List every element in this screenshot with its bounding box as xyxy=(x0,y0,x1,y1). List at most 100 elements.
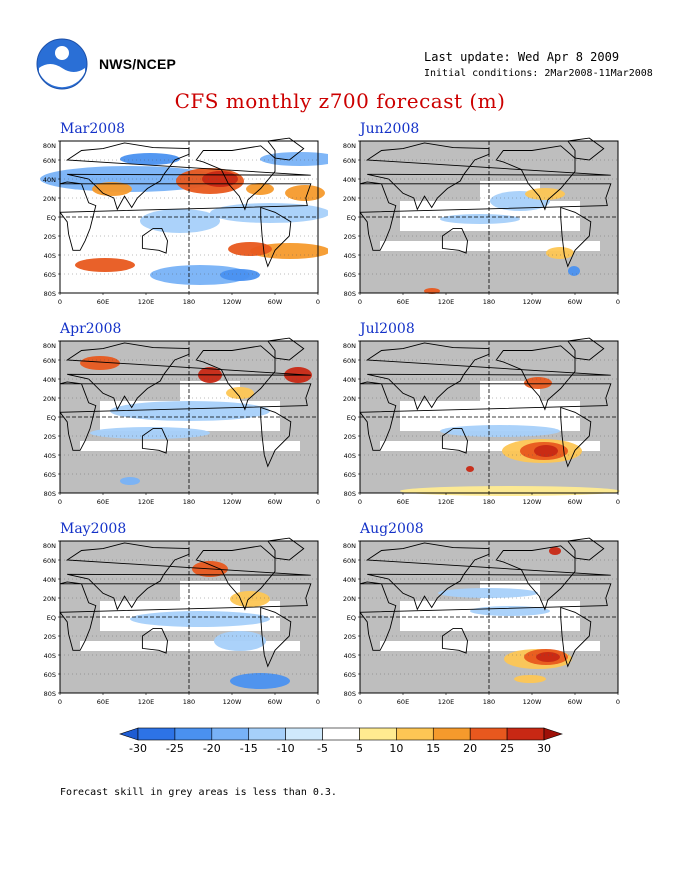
panel-title: Jul2008 xyxy=(360,321,415,337)
lat-tick-label: 40S xyxy=(44,252,56,260)
lon-tick-label: 180 xyxy=(183,698,195,706)
colorbar-label: -25 xyxy=(166,742,184,755)
lat-tick-label: 60S xyxy=(44,671,56,679)
lat-tick-label: 40S xyxy=(344,252,356,260)
page-title: CFS monthly z700 forecast (m) xyxy=(174,89,506,113)
lat-tick-label: 80S xyxy=(344,490,356,498)
anomaly-shading xyxy=(130,561,290,689)
lon-tick-label: 180 xyxy=(483,298,495,306)
lat-tick-label: 40N xyxy=(343,376,356,384)
lon-tick-label: 60E xyxy=(397,698,409,706)
lat-tick-label: 20N xyxy=(43,195,56,203)
lat-tick-label: 20S xyxy=(44,633,56,641)
lat-tick-label: 80N xyxy=(343,542,356,550)
lat-tick-label: 80S xyxy=(44,290,56,298)
lat-tick-label: 40N xyxy=(343,176,356,184)
colorbar-swatch xyxy=(174,727,213,741)
lon-tick-label: 120W xyxy=(523,498,542,506)
colorbar-swatch xyxy=(469,727,508,741)
colorbar-swatch xyxy=(248,727,286,741)
lon-tick-label: 0 xyxy=(616,298,620,306)
panel-title: May2008 xyxy=(60,521,127,537)
lat-tick-label: 80S xyxy=(344,290,356,298)
lat-tick-label: 40N xyxy=(43,176,56,184)
colorbar-label: 15 xyxy=(426,742,440,755)
lat-tick-label: 80N xyxy=(43,142,56,150)
colorbar-swatch xyxy=(285,727,323,741)
lon-tick-label: 120E xyxy=(138,698,155,706)
coastlines xyxy=(59,137,312,293)
lon-tick-label: 60W xyxy=(568,698,583,706)
lon-tick-label: 0 xyxy=(316,698,320,706)
lon-tick-label: 120W xyxy=(223,498,242,506)
lat-tick-label: 80N xyxy=(43,342,56,350)
colorbar-label: -10 xyxy=(277,742,295,755)
colorbar-label: -15 xyxy=(240,742,258,755)
lat-tick-label: EQ xyxy=(47,414,56,422)
lat-tick-label: 60S xyxy=(344,671,356,679)
lon-tick-label: 60W xyxy=(268,498,283,506)
lon-tick-label: 60E xyxy=(397,298,409,306)
lon-tick-label: 0 xyxy=(58,298,62,306)
coastlines xyxy=(59,537,312,693)
lat-tick-label: 40N xyxy=(43,576,56,584)
colorbar-label: 5 xyxy=(356,742,363,755)
lon-tick-label: 60W xyxy=(268,298,283,306)
lon-tick-label: 180 xyxy=(183,298,195,306)
colorbar-label: 25 xyxy=(500,742,514,755)
lat-tick-label: 80S xyxy=(44,690,56,698)
lon-tick-label: 0 xyxy=(58,698,62,706)
lat-tick-label: 20N xyxy=(343,195,356,203)
panel-title: Aug2008 xyxy=(360,521,424,537)
lat-tick-label: 20N xyxy=(343,595,356,603)
lon-tick-label: 60W xyxy=(268,698,283,706)
lat-tick-label: 40S xyxy=(344,652,356,660)
lat-tick-label: 40S xyxy=(344,452,356,460)
lat-tick-label: 20S xyxy=(44,433,56,441)
colorbar-label: 10 xyxy=(389,742,403,755)
lon-tick-label: 60W xyxy=(568,298,583,306)
lon-tick-label: 0 xyxy=(616,498,620,506)
colorbar-swatch xyxy=(359,727,397,741)
lat-tick-label: 60S xyxy=(344,471,356,479)
lon-tick-label: 120W xyxy=(223,298,242,306)
lat-tick-label: 80S xyxy=(344,690,356,698)
panel-title: Jun2008 xyxy=(360,121,420,137)
lon-tick-label: 120E xyxy=(138,498,155,506)
colorbar-label: 30 xyxy=(537,742,551,755)
lat-tick-label: 40N xyxy=(43,376,56,384)
lat-tick-label: EQ xyxy=(47,614,56,622)
lat-tick-label: 80S xyxy=(44,490,56,498)
lat-tick-label: EQ xyxy=(347,614,356,622)
lat-tick-label: 20S xyxy=(344,433,356,441)
lon-tick-label: 180 xyxy=(183,498,195,506)
noaa-logo-icon xyxy=(36,38,88,90)
lat-tick-label: 60S xyxy=(44,471,56,479)
lon-tick-label: 0 xyxy=(58,498,62,506)
lon-tick-label: 120W xyxy=(223,698,242,706)
agency-name: NWS/NCEP xyxy=(99,56,177,72)
lat-tick-label: 20S xyxy=(344,633,356,641)
lon-tick-label: 120E xyxy=(438,498,455,506)
lat-tick-label: 60N xyxy=(43,557,56,565)
initial-conditions: Initial conditions: 2Mar2008-11Mar2008 xyxy=(424,68,653,79)
colorbar-label: -30 xyxy=(129,742,147,755)
colorbar-swatch xyxy=(322,727,360,741)
lon-tick-label: 0 xyxy=(616,698,620,706)
lat-tick-label: EQ xyxy=(347,214,356,222)
lat-tick-label: 80N xyxy=(343,142,356,150)
lat-tick-label: 40S xyxy=(44,452,56,460)
lat-tick-label: 20N xyxy=(43,595,56,603)
lat-tick-label: 60N xyxy=(43,357,56,365)
lon-tick-label: 0 xyxy=(316,498,320,506)
lat-tick-label: EQ xyxy=(47,214,56,222)
colorbar-swatch xyxy=(506,727,545,741)
lon-tick-label: 120E xyxy=(438,698,455,706)
lat-tick-label: 20S xyxy=(344,233,356,241)
lon-tick-label: 60E xyxy=(97,498,109,506)
